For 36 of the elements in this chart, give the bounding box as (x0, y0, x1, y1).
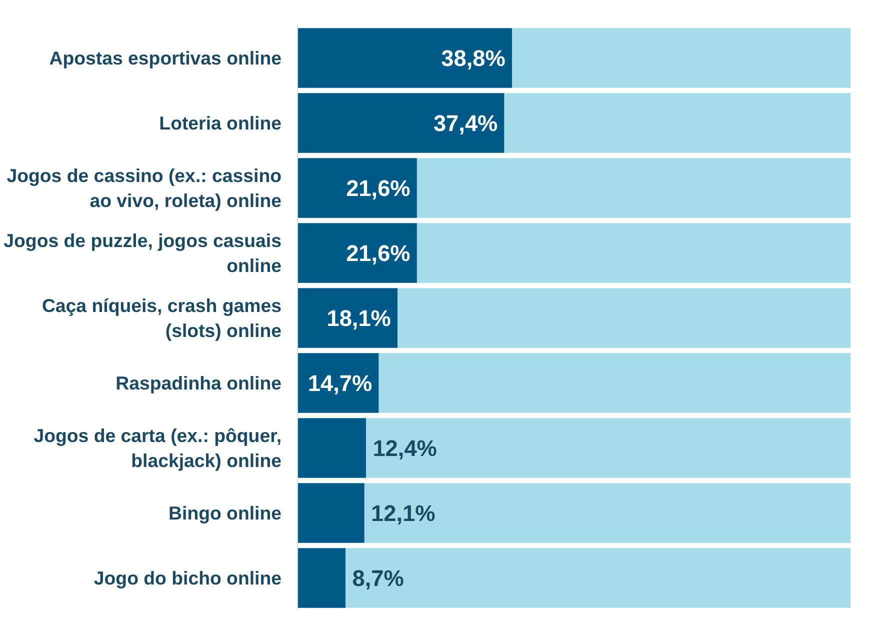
data-label: 38,8% (441, 45, 506, 71)
bar (366, 418, 850, 478)
y-tick-label: Jogos de carta (ex.: pôquer, blackjack) online (34, 424, 282, 472)
bar (298, 548, 346, 608)
bar (298, 483, 364, 543)
bar (378, 353, 850, 413)
bar (298, 353, 379, 413)
y-tick-label: Caça níqueis, crash games (slots) online (42, 294, 282, 342)
data-label: 12,4% (372, 435, 437, 461)
y-tick-label: Bingo online (168, 502, 282, 524)
y-tick-label: Jogos de cassino (ex.: cassino ao vivo, roleta) online (6, 164, 282, 212)
y-tick-label: Apostas esportivas online (49, 48, 282, 68)
data-label: 18,1% (326, 305, 391, 331)
bar (298, 418, 366, 478)
bar (298, 28, 512, 88)
data-label: 12,1% (371, 500, 436, 526)
y-tick-label: Raspadinha online (116, 372, 282, 394)
data-label: 37,4% (433, 110, 498, 136)
bar (398, 288, 850, 348)
y-tick-label: Jogo do bicho online (94, 568, 282, 588)
bar (504, 93, 850, 153)
bar (364, 483, 850, 543)
y-tick-label: Loteria online (159, 112, 282, 134)
y-tick-label: Jogos de puzzle, jogos casuais online (4, 230, 282, 276)
bar (298, 223, 417, 283)
data-label: 21,6% (346, 240, 410, 266)
data-label: 21,6% (346, 175, 410, 201)
bar (298, 288, 398, 348)
bar (416, 223, 850, 283)
bar (298, 93, 504, 153)
bar (416, 158, 850, 218)
data-label: 14,7% (308, 370, 372, 396)
bar (512, 28, 850, 88)
bar (346, 548, 850, 608)
data-label: 8,7% (352, 565, 404, 591)
bar (298, 158, 417, 218)
